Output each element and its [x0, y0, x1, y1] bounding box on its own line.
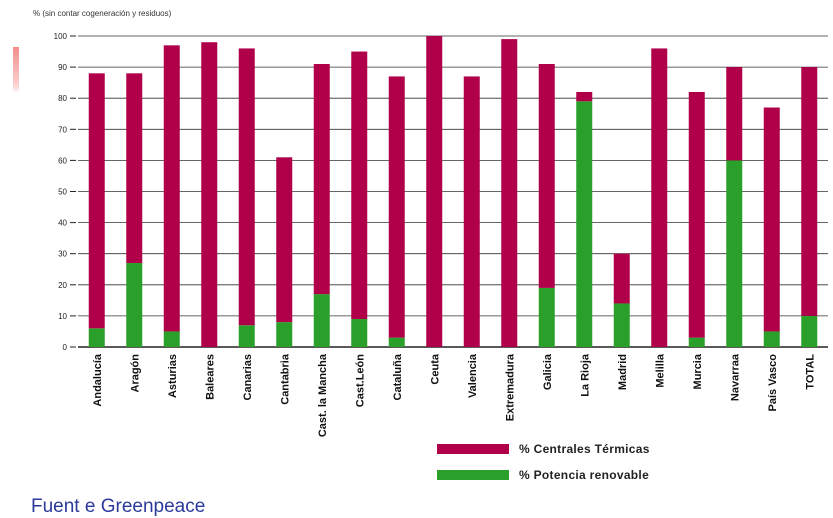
y-tick-label: 60 — [58, 156, 67, 165]
x-category-label: Aragón — [129, 354, 141, 393]
x-category-label: Ceuta — [429, 353, 441, 384]
bar-renewable — [763, 331, 780, 347]
decorative-accent-bar — [13, 47, 19, 93]
legend-item-renewable: % Potencia renovable — [437, 468, 649, 482]
bar-renewable — [313, 294, 330, 347]
legend-item-thermal: % Centrales Térmicas — [437, 442, 650, 456]
y-tick-label: 100 — [54, 32, 68, 41]
x-category-label: Cast.León — [354, 354, 366, 407]
bar-renewable — [163, 331, 180, 347]
bar-thermal — [201, 42, 218, 347]
bar-thermal — [538, 63, 555, 288]
bar-thermal — [276, 157, 293, 323]
legend-label-thermal: % Centrales Térmicas — [519, 442, 650, 456]
bar-thermal — [238, 48, 255, 326]
x-category-label: Valencia — [467, 353, 479, 398]
bar-thermal — [426, 36, 443, 347]
x-category-label: Canarias — [242, 354, 254, 400]
y-tick-label: 90 — [58, 63, 67, 72]
y-tick-label: 10 — [58, 312, 67, 321]
bar-thermal — [613, 253, 630, 304]
bars — [88, 36, 818, 348]
bar-thermal — [801, 67, 818, 316]
bar-renewable — [388, 337, 405, 347]
bar-chart: 0 10 20 30 40 50 60 70 80 90 100 Andalucía Aragón As… — [54, 32, 828, 437]
bar-thermal — [88, 73, 105, 329]
bar-thermal — [763, 107, 780, 332]
y-tick-label: 40 — [58, 219, 67, 228]
bar-renewable — [613, 303, 630, 347]
x-category-label: Andalucía — [92, 353, 104, 406]
x-category-label: Cast. la Mancha — [317, 353, 329, 437]
bar-renewable — [538, 287, 555, 347]
bar-renewable — [238, 325, 255, 347]
bar-thermal — [501, 39, 518, 348]
y-tick-label: 20 — [58, 281, 67, 290]
bar-thermal — [726, 67, 743, 161]
x-category-label: Navarraa — [729, 353, 741, 401]
bar-renewable — [726, 160, 743, 347]
bar-thermal — [126, 73, 143, 264]
x-category-label: Extremadura — [504, 353, 516, 421]
y-tick-label: 70 — [58, 125, 67, 134]
bar-renewable — [688, 337, 705, 347]
bar-renewable — [126, 263, 143, 347]
legend-label-renewable: % Potencia renovable — [519, 468, 650, 482]
bar-renewable — [276, 322, 293, 347]
bar-renewable — [88, 328, 105, 347]
bar-thermal — [313, 63, 330, 295]
y-tick-label: 50 — [58, 188, 67, 197]
bar-renewable — [801, 315, 818, 347]
x-category-label: La Rioja — [579, 353, 591, 397]
bar-thermal — [351, 51, 368, 320]
bar-thermal — [463, 76, 480, 348]
x-category-label: Galicia — [542, 353, 554, 390]
y-tick-label: 80 — [58, 94, 67, 103]
bar-thermal — [651, 48, 668, 347]
bar-thermal — [163, 45, 180, 332]
x-axis-labels: Andalucía Aragón Asturias Baleares Canarias C… — [92, 353, 817, 437]
x-category-label: País Vasco — [767, 354, 779, 412]
bar-renewable — [351, 319, 368, 347]
grid-lines — [78, 35, 828, 348]
legend-swatch-renewable — [437, 470, 509, 480]
x-category-label: Cantabria — [279, 353, 291, 405]
bar-thermal — [576, 91, 593, 102]
chart-note: % (sin contar cogeneración y residuos) — [33, 9, 172, 18]
source-credit: Fuent e Greenpeace — [31, 496, 206, 517]
bar-thermal — [388, 76, 405, 338]
bar-renewable — [576, 101, 593, 347]
bar-thermal — [688, 91, 705, 338]
x-category-label: Murcia — [692, 353, 704, 389]
legend-swatch-thermal — [437, 444, 509, 454]
x-category-label: Melilla — [654, 353, 666, 388]
y-tick-label: 0 — [63, 343, 68, 352]
x-category-label: Madrid — [617, 354, 629, 390]
x-category-label: Cataluña — [392, 353, 404, 400]
x-category-label: Asturias — [167, 354, 179, 398]
x-category-label: Baleares — [204, 354, 216, 400]
y-tick-label: 30 — [58, 250, 67, 259]
x-category-label: TOTAL — [804, 354, 816, 390]
y-axis-ticks: 0 10 20 30 40 50 60 70 80 90 100 — [54, 32, 76, 352]
